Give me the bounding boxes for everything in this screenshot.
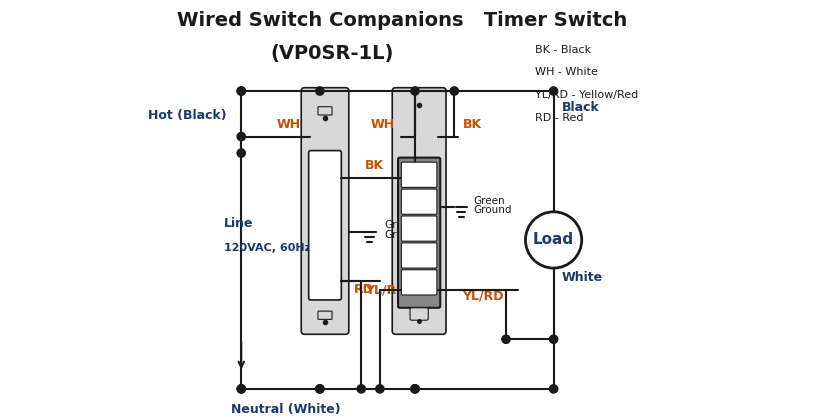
Circle shape [549, 87, 558, 95]
Text: Green: Green [384, 221, 416, 231]
FancyBboxPatch shape [402, 216, 437, 241]
Circle shape [315, 385, 324, 393]
Text: Green: Green [473, 196, 505, 206]
Circle shape [450, 87, 458, 95]
Circle shape [315, 87, 324, 95]
Circle shape [237, 149, 246, 157]
Text: Ground: Ground [473, 205, 511, 215]
Circle shape [237, 87, 246, 95]
Text: Ground: Ground [384, 230, 422, 240]
FancyBboxPatch shape [318, 311, 332, 319]
Text: WH - White: WH - White [535, 68, 598, 78]
Text: YL/RD: YL/RD [462, 289, 504, 302]
Circle shape [376, 385, 384, 393]
FancyBboxPatch shape [402, 243, 437, 268]
Text: WH: WH [277, 118, 301, 131]
Text: Neutral (White): Neutral (White) [231, 403, 340, 416]
Text: Line: Line [224, 217, 253, 230]
Text: RD: RD [354, 283, 374, 296]
Text: Hot (Black): Hot (Black) [148, 109, 227, 122]
FancyBboxPatch shape [410, 308, 428, 320]
FancyBboxPatch shape [402, 189, 437, 214]
Circle shape [525, 212, 582, 268]
Circle shape [237, 385, 246, 393]
Circle shape [357, 385, 365, 393]
Text: YL/RD: YL/RD [365, 283, 407, 296]
Circle shape [237, 132, 246, 141]
Circle shape [411, 87, 419, 95]
Circle shape [237, 87, 246, 95]
Text: White: White [562, 271, 603, 284]
FancyBboxPatch shape [402, 270, 437, 295]
Text: BK - Black: BK - Black [535, 45, 591, 55]
Circle shape [502, 335, 510, 343]
FancyBboxPatch shape [301, 88, 349, 334]
Circle shape [411, 385, 419, 393]
Text: RD - Red: RD - Red [535, 113, 583, 123]
Text: Wired Switch Companions   Timer Switch: Wired Switch Companions Timer Switch [178, 11, 627, 30]
Circle shape [411, 385, 419, 393]
Circle shape [549, 385, 558, 393]
Text: BK: BK [462, 118, 481, 131]
Text: YL/RD - Yellow/Red: YL/RD - Yellow/Red [535, 90, 638, 100]
FancyBboxPatch shape [309, 151, 341, 300]
Text: WH: WH [370, 118, 394, 131]
FancyBboxPatch shape [398, 158, 440, 308]
Circle shape [315, 385, 324, 393]
FancyBboxPatch shape [402, 162, 437, 187]
Circle shape [237, 385, 246, 393]
Text: BK: BK [365, 159, 384, 172]
Text: Load: Load [533, 232, 574, 247]
Text: 120VAC, 60Hz: 120VAC, 60Hz [224, 243, 311, 253]
Circle shape [549, 335, 558, 343]
FancyBboxPatch shape [393, 88, 446, 334]
Text: (VP0SR-1L): (VP0SR-1L) [271, 44, 394, 63]
Text: Black: Black [562, 101, 599, 114]
FancyBboxPatch shape [318, 107, 332, 115]
